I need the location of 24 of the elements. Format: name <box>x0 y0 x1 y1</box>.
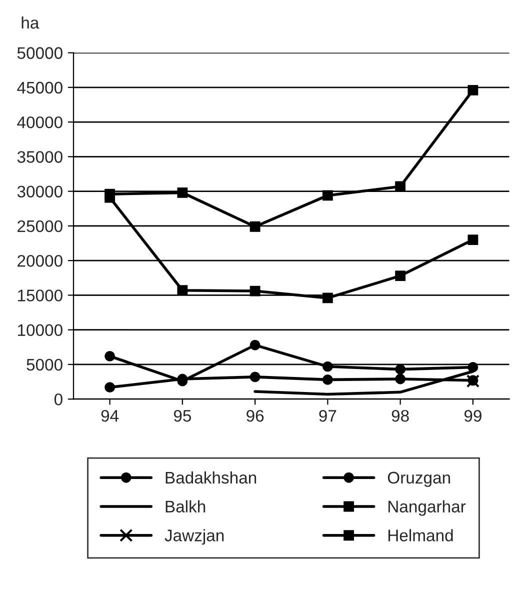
x-tick-label: 97 <box>319 410 336 422</box>
y-tick-label: 20000 <box>18 254 62 267</box>
y-tick-label: 0 <box>54 393 62 406</box>
legend-label: Helmand <box>388 529 453 542</box>
y-tick-label: 10000 <box>18 324 62 336</box>
y-tick-label: 5000 <box>26 358 62 371</box>
x-tick-label: 98 <box>392 410 409 422</box>
legend-label: Badakhshan <box>166 471 256 484</box>
y-tick-label: 40000 <box>17 116 62 128</box>
y-tick-label: 50000 <box>17 47 62 59</box>
legend-label: Oruzgan <box>388 472 450 487</box>
legend-label: Balkh <box>166 500 206 512</box>
y-tick-label: 35000 <box>17 151 62 163</box>
x-tick-label: 96 <box>246 410 264 422</box>
y-tick-label: 45000 <box>17 82 62 94</box>
y-tick-label: 15000 <box>18 290 62 302</box>
y-tick-label: 25000 <box>18 220 62 232</box>
y-tick-label: 30000 <box>17 186 62 198</box>
x-tick-label: 95 <box>174 410 192 422</box>
legend-label: Jawzjan <box>164 529 224 545</box>
x-tick-label: 94 <box>101 410 119 422</box>
y-axis-title: ha <box>22 16 40 29</box>
x-tick-label: 99 <box>464 410 482 422</box>
legend-label: Nangarhar <box>388 500 466 516</box>
